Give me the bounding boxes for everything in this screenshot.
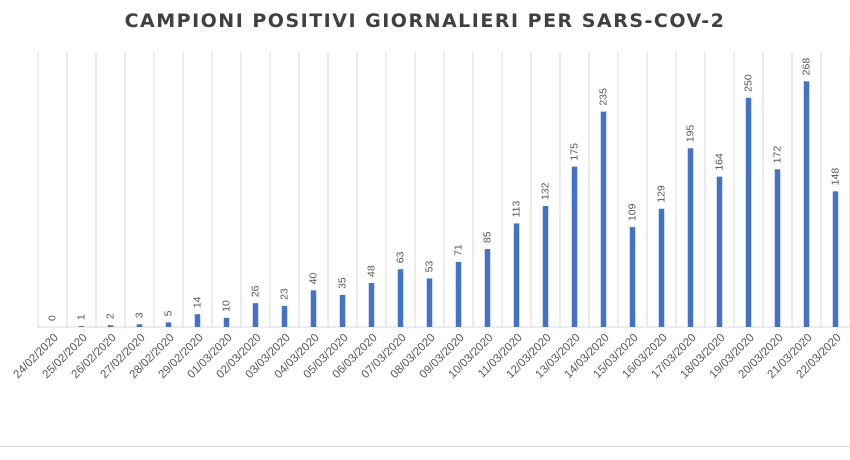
bar bbox=[136, 324, 143, 327]
bar bbox=[716, 176, 723, 327]
data-label: 250 bbox=[743, 74, 755, 92]
data-label: 195 bbox=[685, 125, 697, 143]
data-label: 85 bbox=[482, 231, 494, 243]
data-label: 2 bbox=[105, 313, 117, 319]
data-label: 0 bbox=[47, 315, 59, 321]
bar bbox=[658, 208, 665, 327]
data-label: 48 bbox=[366, 265, 378, 277]
bar bbox=[223, 317, 230, 327]
chart-title: CAMPIONI POSITIVI GIORNALIERI PER SARS-C… bbox=[124, 10, 726, 32]
bar bbox=[571, 166, 578, 327]
bar bbox=[832, 191, 839, 327]
data-label: 63 bbox=[395, 251, 407, 263]
data-label: 268 bbox=[801, 58, 813, 76]
data-label: 5 bbox=[163, 310, 175, 316]
data-label: 71 bbox=[453, 244, 465, 256]
bar bbox=[484, 249, 491, 327]
data-label: 40 bbox=[308, 272, 320, 284]
bar bbox=[745, 97, 752, 327]
bar bbox=[194, 314, 201, 327]
data-label: 172 bbox=[772, 146, 784, 164]
bar bbox=[165, 322, 172, 327]
bar bbox=[78, 326, 85, 327]
data-label: 148 bbox=[830, 168, 842, 186]
data-label: 3 bbox=[134, 312, 146, 318]
bar bbox=[426, 278, 433, 327]
data-label: 53 bbox=[424, 261, 436, 273]
data-label: 235 bbox=[598, 88, 610, 106]
data-label: 35 bbox=[337, 277, 349, 289]
bar bbox=[281, 305, 288, 327]
bottom-divider bbox=[0, 446, 850, 447]
data-label: 175 bbox=[569, 143, 581, 161]
data-label: 164 bbox=[714, 153, 726, 171]
data-label: 129 bbox=[656, 185, 668, 203]
bar bbox=[252, 303, 259, 327]
bar bbox=[687, 148, 694, 327]
bar bbox=[803, 81, 810, 327]
data-label: 10 bbox=[221, 300, 233, 312]
data-label: 26 bbox=[250, 285, 262, 297]
data-label: 1 bbox=[76, 314, 88, 320]
bar bbox=[310, 290, 317, 327]
bar bbox=[339, 294, 346, 327]
data-label: 113 bbox=[511, 201, 523, 218]
bar bbox=[513, 223, 520, 327]
data-label: 23 bbox=[279, 288, 291, 300]
data-label: 109 bbox=[627, 203, 639, 221]
bar bbox=[368, 283, 375, 327]
bar bbox=[455, 261, 462, 327]
data-label: 132 bbox=[540, 182, 552, 200]
bar bbox=[397, 269, 404, 327]
bar bbox=[600, 111, 607, 327]
bar bbox=[542, 206, 549, 327]
bar bbox=[107, 325, 114, 327]
bar bbox=[629, 227, 636, 327]
bar bbox=[774, 169, 781, 327]
data-label: 14 bbox=[192, 296, 204, 308]
